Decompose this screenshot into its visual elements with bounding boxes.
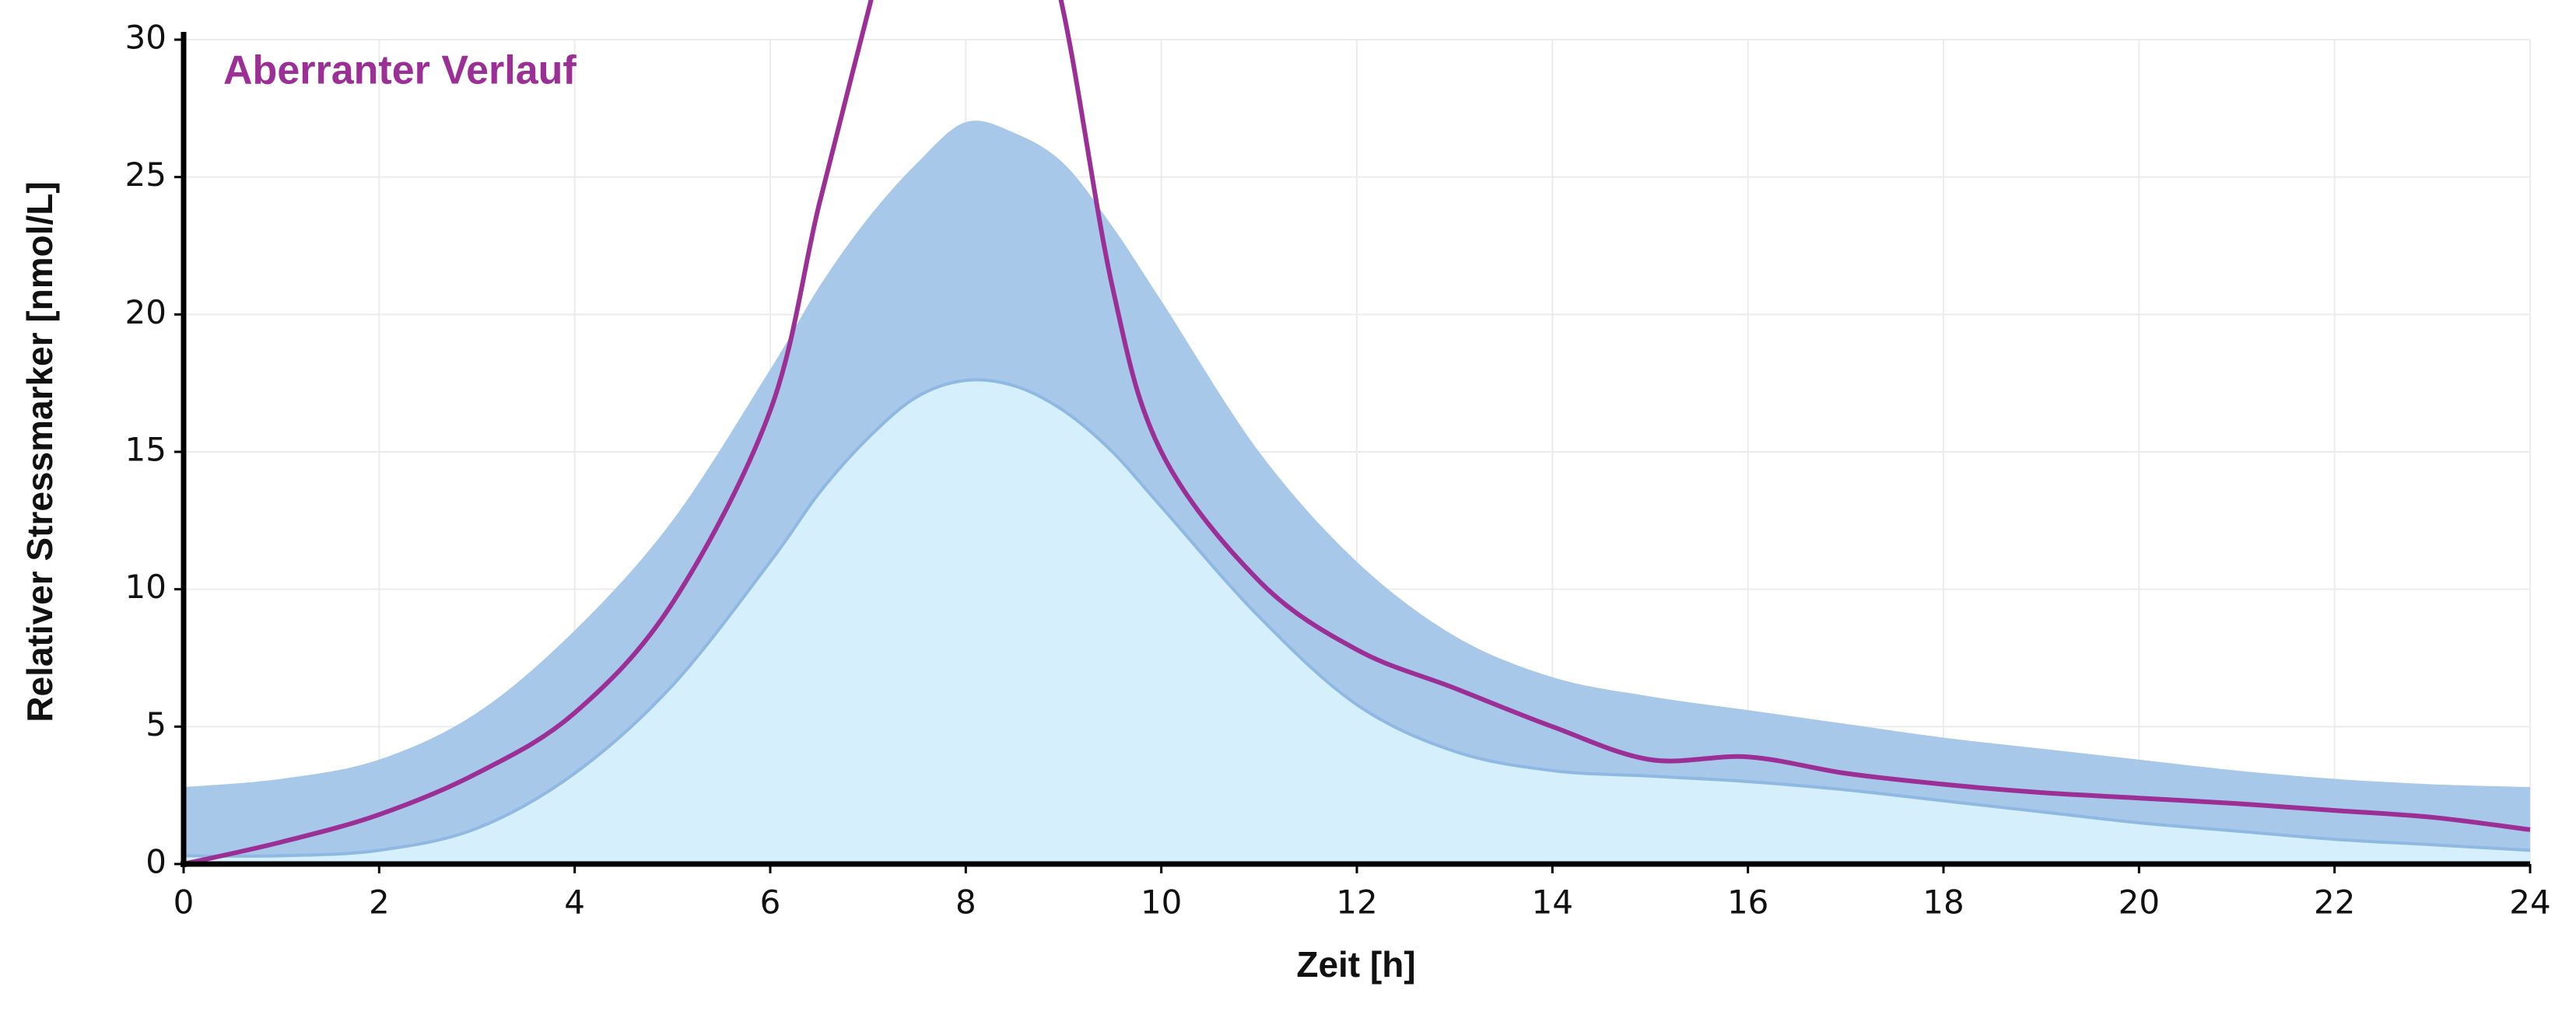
y-tick-label: 0: [145, 843, 166, 881]
x-tick-label: 24: [2509, 883, 2550, 922]
y-tick-label: 5: [145, 705, 166, 743]
y-tick-label: 20: [125, 293, 166, 331]
x-tick-label: 4: [564, 883, 585, 922]
x-axis-label: Zeit [h]: [1296, 944, 1415, 985]
lower-edge: [183, 378, 2531, 858]
lines: [184, 0, 2531, 864]
band-area: [184, 121, 2530, 856]
areas: [183, 121, 2531, 864]
y-tick-label: 10: [125, 568, 166, 606]
x-tick-label: 2: [369, 883, 390, 922]
x-tick-label: 0: [173, 883, 195, 922]
lower-area: [184, 380, 2530, 864]
x-tick-label: 10: [1141, 883, 1182, 922]
y-tick-label: 15: [125, 431, 166, 469]
x-tick-label: 18: [1922, 883, 1964, 922]
x-tick-label: 14: [1532, 883, 1573, 922]
y-tick-label: 30: [125, 19, 166, 57]
series-annotation: Aberranter Verlauf: [223, 48, 577, 93]
x-tick-label: 6: [760, 883, 781, 922]
x-tick-label: 20: [2119, 883, 2160, 922]
x-tick-label: 12: [1336, 883, 1377, 922]
x-tick-label: 8: [955, 883, 976, 922]
series-line: [184, 0, 2531, 864]
x-tick-label: 22: [2314, 883, 2355, 922]
y-tick-label: 25: [125, 156, 166, 194]
x-tick-label: 16: [1727, 883, 1768, 922]
y-axis-label: Relativer Stressmarker [nmol/L]: [19, 181, 60, 722]
